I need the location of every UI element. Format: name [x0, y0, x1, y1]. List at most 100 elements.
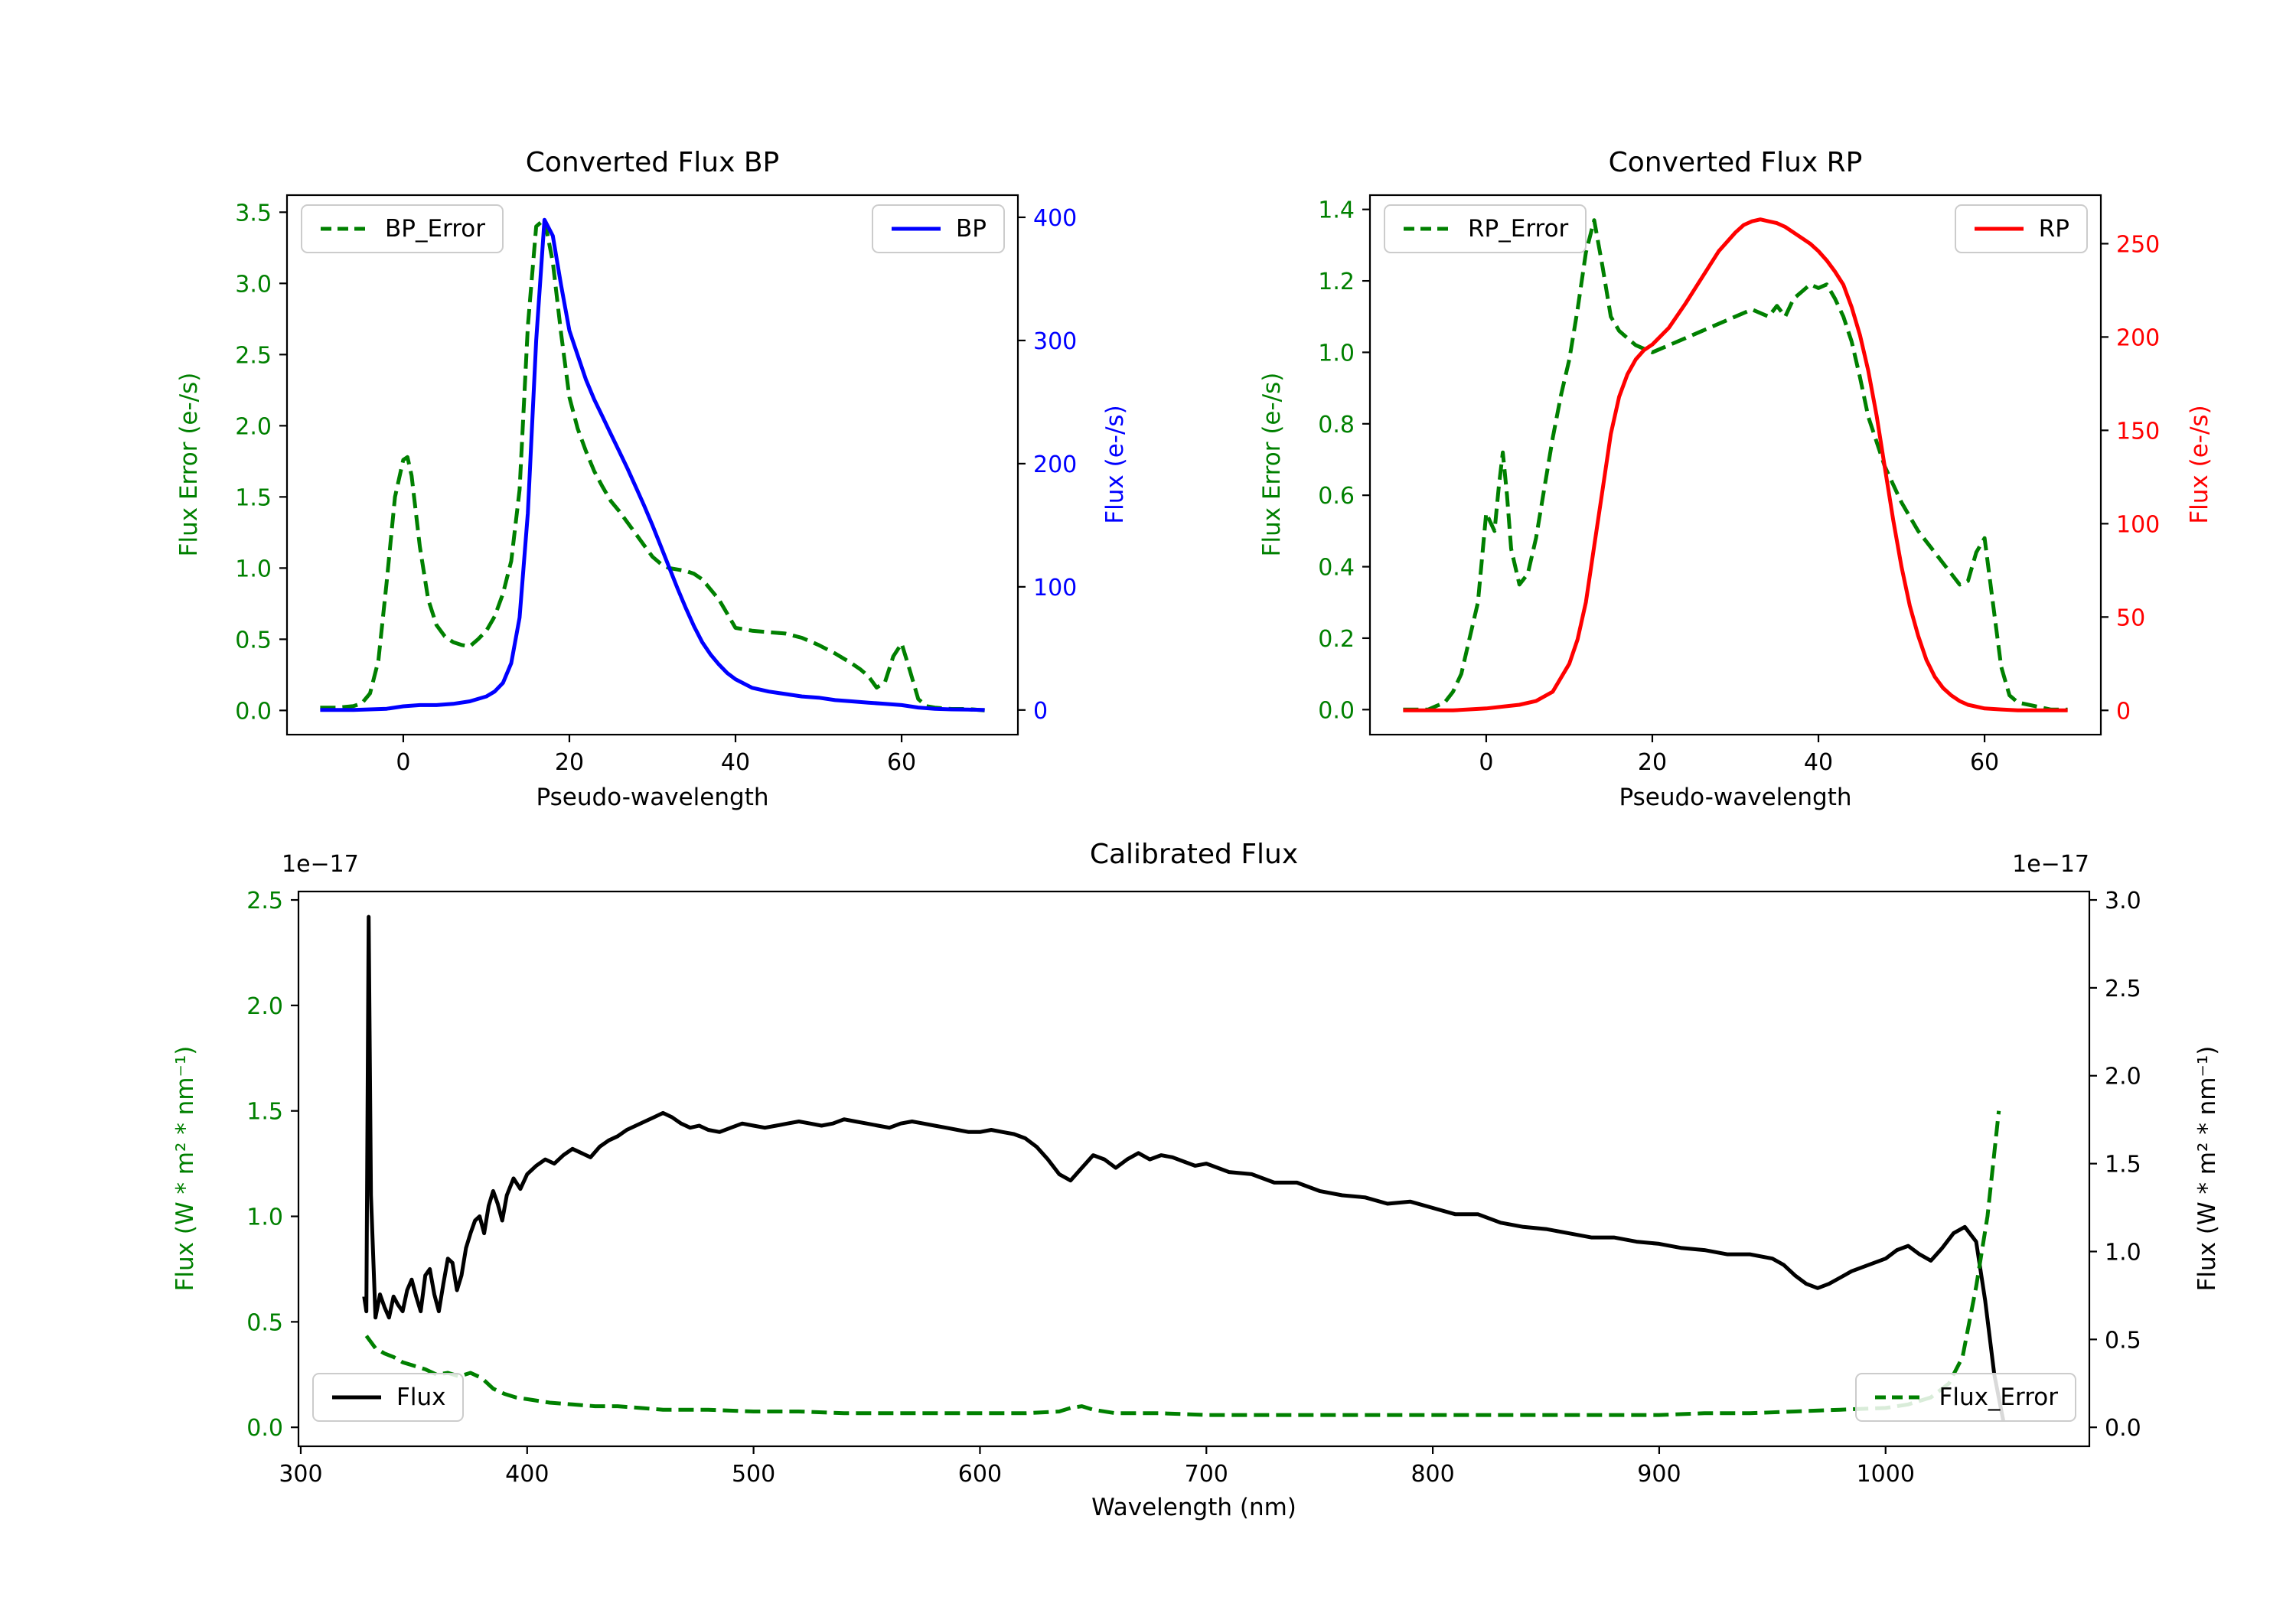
tick-label: 20 — [1638, 749, 1667, 776]
tick-label: 40 — [721, 749, 750, 776]
tick-label: 2.5 — [235, 342, 272, 369]
tick-label: 2.0 — [246, 993, 283, 1020]
ylabel-rp-left: Flux Error (e-/s) — [1258, 372, 1286, 557]
flux-error-legend-line — [1874, 1395, 1924, 1400]
rp-chart: 0 20 40 60 0.0 0.2 0.4 0.6 0.8 1.0 1.2 1.4 0 50 100 150… — [1318, 194, 2160, 776]
tick-label: 100 — [2116, 511, 2160, 538]
tick-label: 40 — [1804, 749, 1833, 776]
tick-label: 300 — [279, 1461, 322, 1488]
axes-spines — [1368, 194, 2102, 736]
tick-label: 0.2 — [1318, 626, 1355, 653]
tick-label: 1.5 — [246, 1099, 283, 1126]
legend-rp: RP — [1954, 204, 2088, 253]
tick-label: 1.5 — [235, 484, 272, 511]
xlabel-bp: Pseudo-wavelength — [536, 784, 769, 811]
tick-label: 400 — [505, 1461, 549, 1488]
tick-label: 50 — [2116, 605, 2145, 631]
tick-label: 100 — [1033, 575, 1077, 601]
tick-label: 0.5 — [246, 1309, 283, 1336]
tick-label: 1.4 — [1318, 197, 1355, 224]
tick-label: 500 — [732, 1461, 775, 1488]
flux_error-line — [364, 1110, 2001, 1417]
tick-label: 20 — [555, 749, 584, 776]
tick-label: 3.5 — [235, 200, 272, 227]
rp_error-line — [1403, 218, 2068, 712]
tick-label: 2.0 — [2105, 1064, 2141, 1090]
ylabel-bp-right: Flux (e-/s) — [1101, 405, 1129, 524]
rp-line — [1403, 217, 2068, 712]
tick-label: 0.0 — [2105, 1415, 2141, 1442]
tick-label: 0 — [1479, 749, 1493, 776]
tick-label: 1.0 — [1318, 340, 1355, 367]
legend-label-bp: BP — [956, 215, 987, 243]
legend-label-rp: RP — [2038, 215, 2069, 243]
tick-label: 250 — [2116, 231, 2160, 258]
tick-label: 0 — [2116, 698, 2131, 725]
tick-label: 150 — [2116, 418, 2160, 445]
bp-chart: 0 20 40 60 0.0 0.5 1.0 1.5 2.0 2.5 3.0 3.5 0 100 200 30… — [235, 194, 1077, 776]
offset-text-left: 1e−17 — [282, 851, 359, 878]
tick-label: 1.5 — [2105, 1152, 2141, 1178]
tick-label: 200 — [2116, 324, 2160, 351]
legend-label-rp-error: RP_Error — [1468, 215, 1569, 243]
bp-error-legend-line — [321, 227, 370, 231]
flux-legend-line — [332, 1395, 381, 1400]
legend-flux-error: Flux_Error — [1854, 1373, 2076, 1422]
tick-label: 2.5 — [2105, 976, 2141, 1002]
legend-label-bp-error: BP_Error — [385, 215, 486, 243]
legend-bp: BP — [872, 204, 1005, 253]
flux-line — [362, 914, 2006, 1422]
tick-label: 0.6 — [1318, 483, 1355, 510]
tick-label: 200 — [1033, 451, 1077, 478]
legend-label-flux-error: Flux_Error — [1939, 1384, 2059, 1411]
tick-label: 400 — [1033, 205, 1077, 232]
legend-label-flux: Flux — [396, 1384, 446, 1411]
chart-title-rp: Converted Flux RP — [1608, 147, 1863, 178]
chart-title-bp: Converted Flux BP — [525, 147, 780, 178]
ylabel-calibrated-right: Flux (W * m² * nm⁻¹) — [2193, 1045, 2221, 1292]
tick-label: 2.5 — [246, 888, 283, 914]
legend-flux: Flux — [312, 1373, 465, 1422]
tick-label: 0.8 — [1318, 412, 1355, 438]
tick-label: 0.0 — [246, 1415, 283, 1442]
tick-label: 0 — [396, 749, 410, 776]
tick-label: 1.2 — [1318, 269, 1355, 295]
tick-label: 1.0 — [2105, 1239, 2141, 1266]
tick-label: 3.0 — [235, 271, 272, 298]
axes-spines — [285, 194, 1019, 736]
tick-label: 600 — [958, 1461, 1002, 1488]
xlabel-rp: Pseudo-wavelength — [1619, 784, 1852, 811]
tick-label: 1000 — [1857, 1461, 1915, 1488]
tick-label: 0.0 — [1318, 697, 1355, 724]
bp-legend-line — [892, 227, 941, 231]
bp_error-line — [320, 217, 985, 712]
tick-label: 700 — [1185, 1461, 1228, 1488]
tick-label: 60 — [1970, 749, 1999, 776]
xlabel-calibrated: Wavelength (nm) — [1091, 1494, 1296, 1521]
tick-label: 0.0 — [235, 698, 272, 725]
tick-label: 60 — [887, 749, 916, 776]
axes-spines — [297, 890, 2091, 1448]
tick-label: 2.0 — [235, 413, 272, 440]
ylabel-calibrated-left: Flux (W * m² * nm⁻¹) — [171, 1045, 199, 1292]
tick-label: 900 — [1637, 1461, 1681, 1488]
tick-label: 0 — [1033, 698, 1048, 725]
legend-rp-error: RP_Error — [1384, 204, 1587, 253]
tick-label: 0.4 — [1318, 555, 1355, 582]
ylabel-bp-left: Flux Error (e-/s) — [175, 372, 203, 557]
ylabel-rp-right: Flux (e-/s) — [2186, 405, 2213, 524]
calibrated-chart: 300 400 500 600 700 800 900 1000 0.0 0.5 1.0 1.5 2.0… — [246, 888, 2141, 1488]
tick-label: 3.0 — [2105, 888, 2141, 914]
tick-label: 1.0 — [235, 556, 272, 582]
bp-line — [320, 217, 985, 712]
rp-legend-line — [1974, 227, 2024, 231]
tick-label: 800 — [1411, 1461, 1454, 1488]
chart-title-calibrated: Calibrated Flux — [1089, 839, 1299, 870]
offset-text-right: 1e−17 — [2012, 851, 2089, 878]
tick-label: 0.5 — [235, 627, 272, 654]
legend-bp-error: BP_Error — [301, 204, 504, 253]
tick-label: 1.0 — [246, 1204, 283, 1231]
tick-label: 300 — [1033, 328, 1077, 355]
rp-error-legend-line — [1404, 227, 1453, 231]
